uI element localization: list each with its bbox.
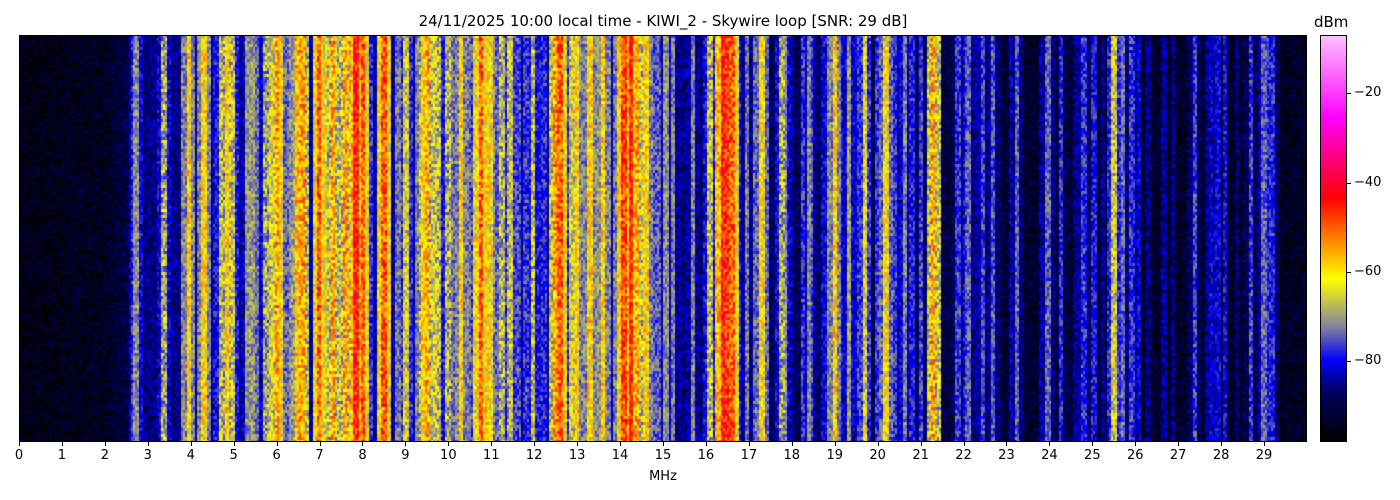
x-tick-mark <box>748 442 750 446</box>
colorbar-tick-mark <box>1347 361 1351 363</box>
x-tick-label: 0 <box>14 448 24 463</box>
colorbar-tick-label: −20 <box>1354 85 1382 101</box>
x-tick-mark <box>791 442 793 446</box>
colorbar-tick-mark <box>1347 182 1351 184</box>
x-tick-label: 11 <box>482 448 500 463</box>
x-axis: 0 1 2 3 4 5 6 7 8 9 10 11 12 13 14 15 16 17 18 19 20 21 22 23 24… <box>15 442 1307 472</box>
plot-frame <box>19 35 1307 442</box>
x-tick-mark <box>190 442 192 446</box>
x-tick-mark <box>1006 442 1008 446</box>
x-tick-mark <box>920 442 922 446</box>
x-tick-label: 2 <box>100 448 109 463</box>
x-tick-mark <box>963 442 965 446</box>
x-tick-label: 22 <box>955 448 972 463</box>
x-tick-mark <box>1221 442 1223 446</box>
x-tick-label: 18 <box>783 448 801 463</box>
x-axis-label: MHz <box>649 469 677 484</box>
x-tick-label: 15 <box>654 448 672 463</box>
x-tick-label: 13 <box>568 448 586 463</box>
x-tick-label: 21 <box>912 448 929 463</box>
x-tick-label: 10 <box>440 448 457 463</box>
colorbar-tick-label: −40 <box>1354 174 1382 190</box>
x-tick-label: 5 <box>229 448 238 463</box>
x-tick-label: 27 <box>1169 448 1187 463</box>
x-tick-mark <box>276 442 278 446</box>
x-tick-label: 28 <box>1212 448 1230 463</box>
chart-title: 24/11/2025 10:00 local time - KIWI_2 - S… <box>418 12 908 30</box>
x-tick-mark <box>1264 442 1266 446</box>
x-tick-label: 1 <box>57 448 67 463</box>
x-tick-mark <box>877 442 879 446</box>
x-tick-mark <box>534 442 536 446</box>
x-tick-label: 20 <box>869 448 886 463</box>
x-tick-label: 14 <box>611 448 629 463</box>
waterfall-heatmap <box>19 35 1307 442</box>
x-tick-label: 19 <box>826 448 843 463</box>
colorbar-tick-label: −80 <box>1354 353 1382 369</box>
x-tick-mark <box>1049 442 1051 446</box>
x-tick-mark <box>705 442 707 446</box>
x-tick-mark <box>104 442 106 446</box>
x-tick-label: 9 <box>401 448 410 463</box>
x-tick-mark <box>319 442 321 446</box>
x-tick-mark <box>233 442 235 446</box>
x-tick-mark <box>448 442 450 446</box>
x-tick-mark <box>577 442 579 446</box>
x-tick-mark <box>620 442 622 446</box>
x-tick-mark <box>1135 442 1137 446</box>
x-tick-label: 17 <box>740 448 758 463</box>
x-tick-mark <box>19 442 20 446</box>
x-tick-mark <box>147 442 149 446</box>
x-tick-label: 25 <box>1084 448 1101 463</box>
x-tick-mark <box>834 442 836 446</box>
x-tick-label: 7 <box>315 448 324 463</box>
colorbar <box>1320 35 1347 442</box>
x-tick-label: 8 <box>358 448 367 463</box>
x-tick-mark <box>1178 442 1180 446</box>
x-tick-label: 29 <box>1255 448 1273 463</box>
x-tick-mark <box>405 442 407 446</box>
x-tick-label: 16 <box>697 448 715 463</box>
x-tick-mark <box>61 442 63 446</box>
x-tick-label: 24 <box>1041 448 1058 463</box>
x-tick-label: 4 <box>186 448 195 463</box>
x-tick-mark <box>663 442 664 446</box>
x-tick-mark <box>1092 442 1094 446</box>
x-tick-label: 12 <box>525 448 543 463</box>
x-tick-label: 3 <box>143 448 152 463</box>
x-tick-mark <box>491 442 493 446</box>
x-tick-mark <box>362 442 364 446</box>
colorbar-tick-mark <box>1347 93 1351 95</box>
colorbar-label: dBm <box>1314 13 1349 31</box>
x-tick-label: 6 <box>272 448 281 463</box>
x-tick-label: 23 <box>998 448 1015 463</box>
colorbar-tick-mark <box>1347 272 1351 274</box>
colorbar-tick-label: −60 <box>1354 264 1382 280</box>
x-tick-label: 26 <box>1126 448 1144 463</box>
